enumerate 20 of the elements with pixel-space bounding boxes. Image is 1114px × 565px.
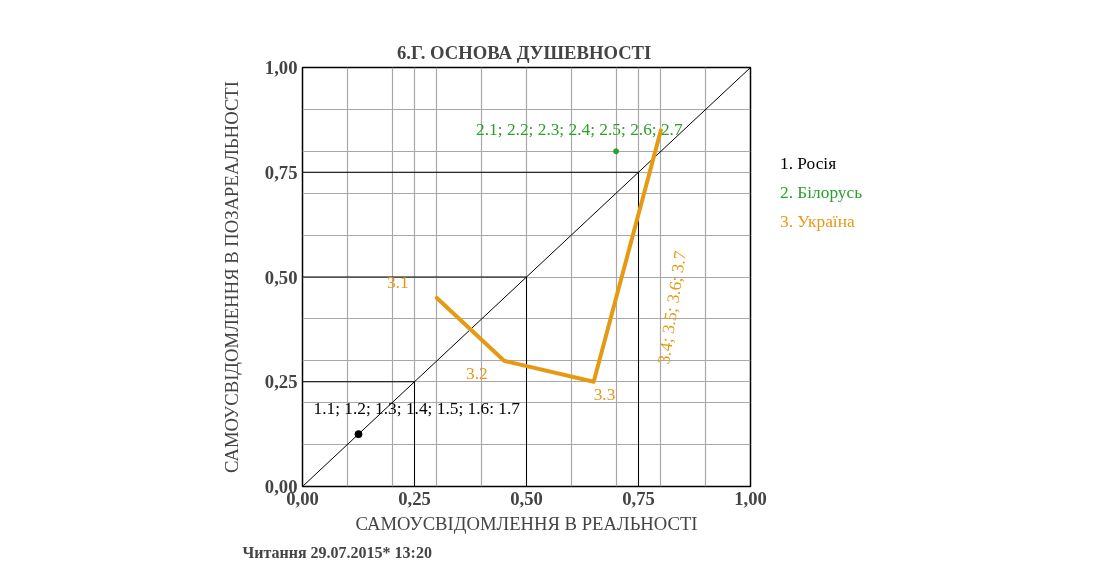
y-tick-label: 0,75 (264, 161, 298, 183)
y-tick-label: 1,00 (264, 57, 298, 78)
text: 1. Росія (780, 153, 837, 175)
text: 3. Україна (780, 210, 855, 233)
x-tick-label: 1,00 (734, 487, 767, 509)
y-axis-title: САМОУСВІДОМЛЕННЯ В ПОЗАРЕАЛЬНОСТІ (220, 81, 242, 473)
x-tick-label: 0,50 (510, 487, 543, 509)
text: 2. Білорусь (780, 181, 863, 204)
y-tick-label: 0,50 (264, 266, 298, 288)
chart-title: 6.Г. ОСНОВА ДУШЕВНОСТІ (397, 41, 652, 63)
x-axis-title: САМОУСВІДОМЛЕННЯ В РЕАЛЬНОСТІ (355, 512, 698, 534)
x-tick-label: 0,25 (398, 487, 431, 509)
annotation: 3.2 (466, 363, 488, 383)
annotation: 2.1; 2.2; 2.3; 2.4; 2.5; 2.6; 2.7 (476, 120, 683, 140)
y-tick-label: 0,25 (264, 371, 298, 393)
x-tick-label: 0,75 (622, 487, 655, 509)
annotation: 3.4; 3.5; 3.6; 3.7 (654, 249, 691, 366)
annotation: 3.3 (593, 384, 616, 404)
text: Читання 29.07.2015* 13:20 (242, 543, 432, 561)
annotation: 3.1 (386, 272, 409, 292)
